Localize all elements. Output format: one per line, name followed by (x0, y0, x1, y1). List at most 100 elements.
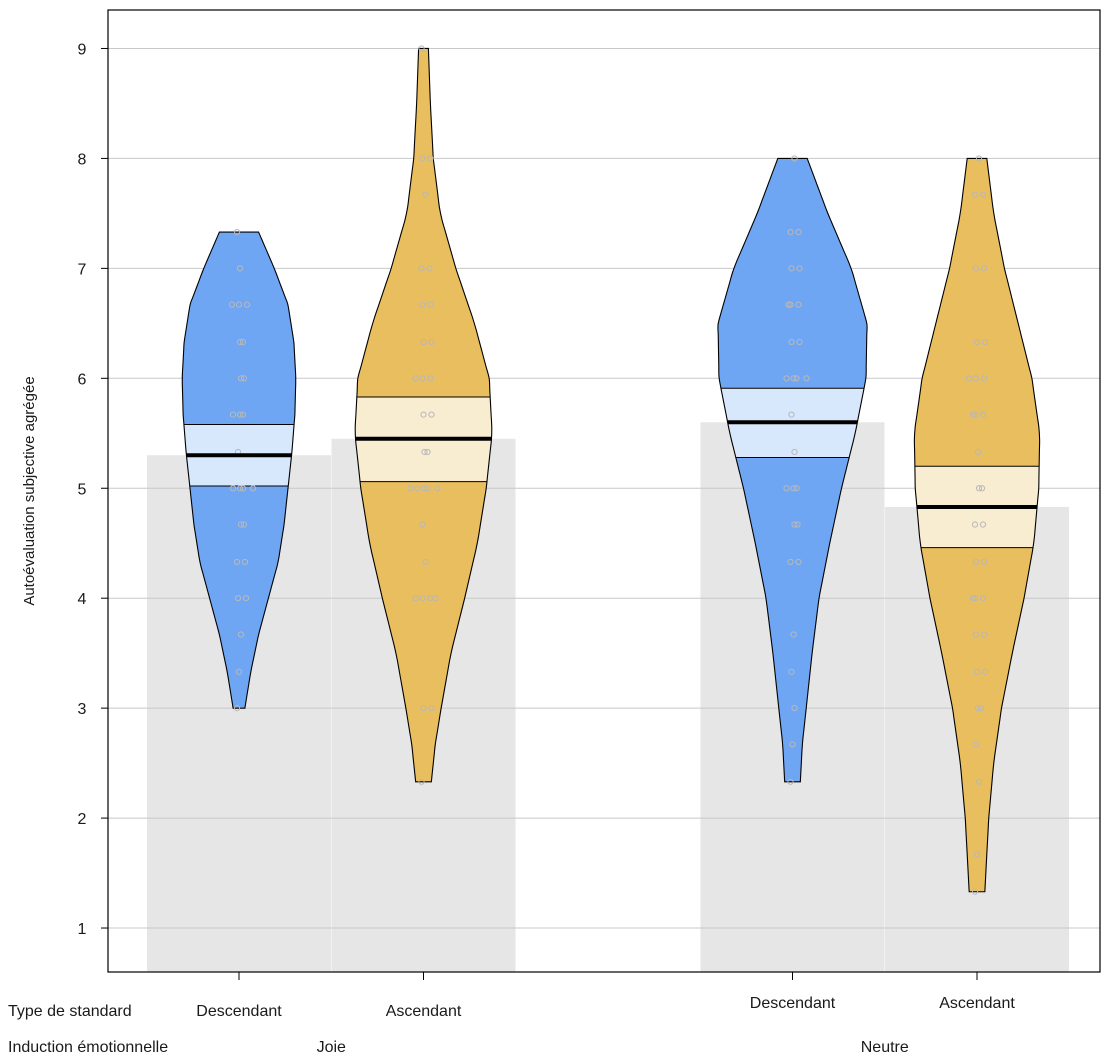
data-point-3-9 (980, 631, 988, 638)
data-point-3-5 (977, 705, 985, 712)
data-point-2-3 (788, 668, 795, 675)
data-point-2-13 (788, 411, 795, 418)
data-point-3-13 (972, 558, 980, 566)
data-point-1-7 (422, 558, 429, 566)
data-point-3-26 (973, 338, 981, 346)
data-point-3-16 (979, 521, 987, 528)
data-point-0-19 (236, 338, 244, 346)
data-point-0-11 (229, 485, 237, 492)
data-point-0-12 (249, 485, 257, 492)
data-point-2-15 (793, 375, 800, 382)
data-point-0-23 (228, 301, 236, 308)
data-point-2-12 (791, 448, 798, 456)
data-point-1-18 (419, 375, 426, 382)
data-point-2-14 (790, 375, 797, 382)
data-point-1-10 (424, 485, 431, 492)
data-point-3-17 (975, 485, 983, 492)
data-point-2-6 (795, 558, 802, 566)
data-point-2-17 (803, 375, 810, 382)
y-tick-label-8: 8 (78, 151, 87, 168)
data-point-0-3 (234, 595, 242, 602)
data-point-0-0 (233, 705, 241, 712)
data-point-0-4 (242, 595, 250, 602)
y-tick-label-2: 2 (78, 811, 87, 828)
data-point-1-2 (428, 705, 435, 712)
category-layer: Descendant Ascendant Descendant Ascendant Jo… (196, 995, 1015, 1056)
data-point-1-30 (418, 45, 425, 52)
group-label-0: Joie (317, 1039, 346, 1056)
data-point-1-15 (424, 448, 431, 456)
data-point-2-4 (790, 631, 797, 638)
data-point-1-26 (426, 265, 433, 272)
row-label-standard: Type de standard (8, 1003, 132, 1020)
data-point-3-14 (980, 558, 988, 566)
data-point-3-28 (972, 265, 980, 272)
data-point-0-7 (237, 521, 245, 528)
data-point-2-18 (788, 338, 795, 346)
data-point-0-10 (239, 485, 247, 492)
data-point-2-9 (790, 485, 797, 492)
data-point-3-7 (981, 668, 989, 675)
mean-layer (186, 420, 1038, 509)
standard-label-1: Ascendant (386, 1003, 462, 1020)
data-point-3-27 (981, 338, 989, 346)
data-point-2-7 (791, 521, 798, 528)
standard-label-3: Ascendant (939, 995, 1015, 1012)
y-tick-label-4: 4 (78, 591, 87, 608)
violin-2 (717, 158, 868, 782)
data-point-0-1 (235, 668, 243, 675)
data-point-3-32 (975, 155, 983, 162)
data-point-2-22 (785, 301, 792, 308)
y-tick-label-9: 9 (78, 41, 87, 58)
data-point-2-19 (796, 338, 803, 346)
violin-outline-1 (354, 47, 493, 783)
data-point-0-25 (233, 228, 241, 236)
violin-outline-2 (717, 157, 868, 783)
data-point-1-14 (421, 448, 428, 456)
data-point-3-18 (978, 485, 986, 492)
group-label-1: Neutre (861, 1039, 909, 1056)
data-point-1-20 (412, 375, 419, 382)
data-point-0-9 (236, 485, 244, 492)
data-point-2-21 (795, 301, 802, 308)
data-point-2-1 (789, 741, 796, 748)
data-point-0-14 (236, 411, 244, 418)
plot-frame (107, 9, 1101, 973)
y-tick-label-5: 5 (78, 481, 87, 498)
data-point-2-20 (787, 301, 794, 308)
points-layer (228, 45, 989, 895)
data-point-3-2 (975, 778, 983, 785)
y-tick-label-3: 3 (78, 701, 87, 718)
data-point-3-19 (974, 448, 982, 456)
data-point-3-25 (965, 375, 973, 382)
data-point-0-21 (235, 301, 243, 308)
data-point-0-22 (243, 301, 251, 308)
data-point-2-5 (787, 558, 794, 566)
data-point-3-4 (974, 705, 982, 712)
data-point-3-0 (971, 888, 979, 895)
data-point-1-25 (418, 265, 425, 272)
data-point-1-17 (428, 411, 435, 418)
data-point-0-17 (237, 375, 245, 382)
data-point-3-8 (972, 631, 980, 638)
data-point-1-16 (420, 411, 427, 418)
data-point-1-29 (427, 155, 434, 162)
data-point-2-23 (788, 265, 795, 272)
data-point-1-6 (432, 595, 439, 602)
data-point-1-23 (419, 301, 426, 308)
data-point-0-20 (239, 338, 247, 346)
data-point-3-29 (980, 265, 988, 272)
data-point-1-5 (412, 595, 419, 602)
data-point-3-31 (979, 191, 987, 198)
standard-label-0: Descendant (196, 1003, 282, 1020)
data-point-3-1 (973, 851, 981, 858)
data-point-1-27 (422, 191, 429, 198)
data-point-2-16 (783, 375, 790, 382)
data-point-1-9 (421, 485, 428, 492)
data-point-2-24 (796, 265, 803, 272)
data-point-2-10 (793, 485, 800, 492)
violin-layer (181, 47, 1041, 893)
row-label-induction: Induction émotionnelle (8, 1039, 168, 1056)
data-point-1-28 (419, 155, 426, 162)
